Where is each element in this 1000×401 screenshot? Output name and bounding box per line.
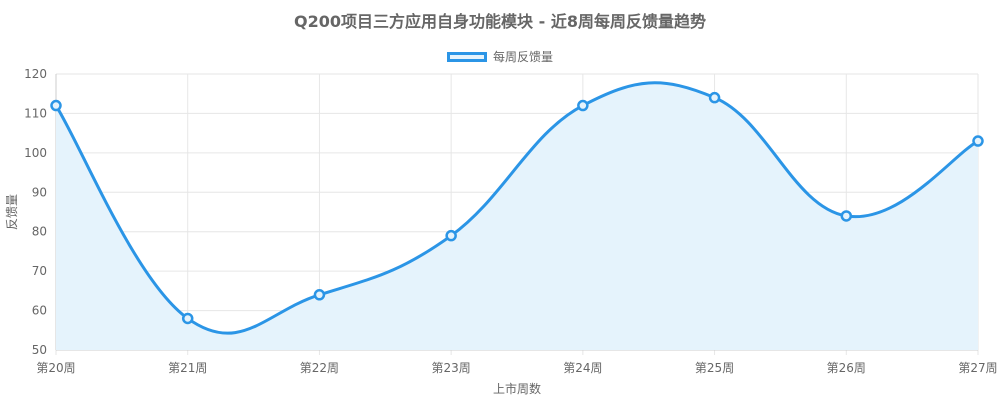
data-point-6[interactable] bbox=[840, 210, 853, 222]
x-tick-label: 第24周 bbox=[563, 361, 602, 375]
y-tick-label: 60 bbox=[32, 304, 47, 318]
y-tick-label: 70 bbox=[32, 264, 47, 278]
data-point-2[interactable] bbox=[313, 289, 326, 301]
y-axis-label: 反馈量 bbox=[5, 194, 19, 230]
data-point-4[interactable] bbox=[577, 99, 589, 112]
data-point-1[interactable] bbox=[181, 312, 194, 325]
data-point-5[interactable] bbox=[708, 91, 721, 104]
series-area bbox=[56, 82, 978, 350]
y-tick-label: 90 bbox=[32, 185, 47, 199]
legend-swatch bbox=[446, 51, 487, 62]
chart-title: Q200项目三方应用自身功能模块 - 近8周每周反馈量趋势 bbox=[294, 12, 706, 31]
data-points bbox=[50, 91, 984, 325]
y-tick-label: 120 bbox=[24, 67, 47, 81]
x-axis-label: 上市周数 bbox=[493, 381, 541, 396]
x-tick-label: 第20周 bbox=[36, 361, 75, 375]
x-tick-label: 第26周 bbox=[827, 361, 866, 375]
x-tick-label: 第27周 bbox=[958, 361, 997, 375]
legend-label: 每周反馈量 bbox=[492, 50, 553, 64]
x-tick-label: 第25周 bbox=[695, 361, 734, 375]
data-point-7[interactable] bbox=[972, 135, 984, 147]
x-tick-label: 第21周 bbox=[168, 361, 207, 375]
legend[interactable]: 每周反馈量 bbox=[0, 48, 1000, 65]
y-tick-label: 110 bbox=[24, 106, 47, 120]
y-tick-label: 50 bbox=[32, 343, 47, 357]
y-tick-label: 80 bbox=[32, 225, 47, 239]
y-tick-label: 100 bbox=[24, 146, 47, 160]
data-point-3[interactable] bbox=[445, 229, 457, 242]
x-tick-label: 第22周 bbox=[300, 361, 339, 375]
data-point-0[interactable] bbox=[50, 99, 62, 112]
tick-labels: 50 60 70 80 90 100 110 120 第20周 第21周 第22周 第23周 第24周 第… bbox=[24, 67, 998, 375]
x-tick-label: 第23周 bbox=[432, 361, 471, 375]
